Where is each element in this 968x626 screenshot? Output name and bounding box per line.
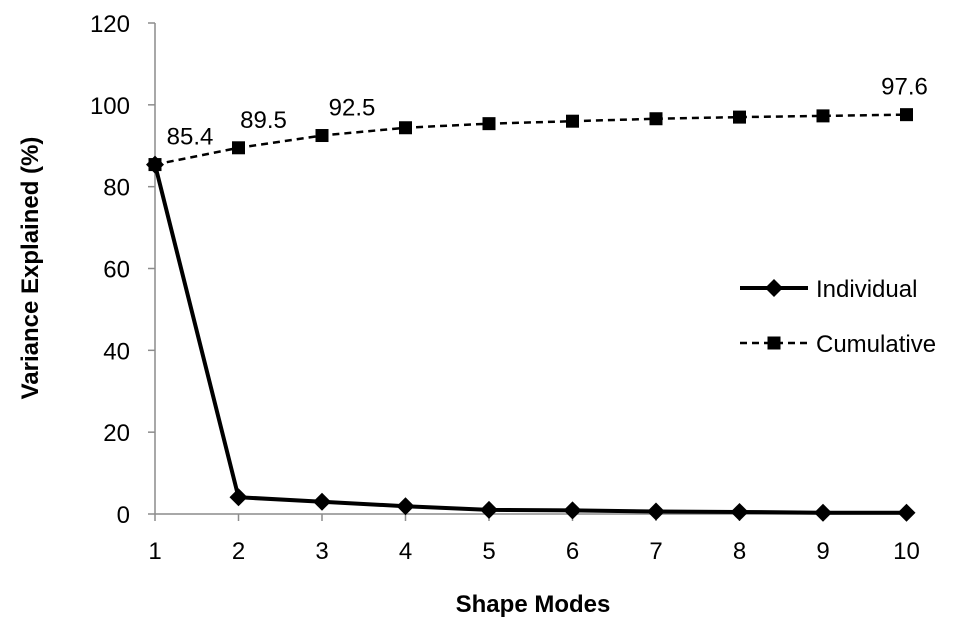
data-label: 85.4 <box>167 124 214 151</box>
x-tick-label: 2 <box>232 538 245 565</box>
data-point-individual <box>229 488 248 507</box>
data-point-individual <box>730 502 749 521</box>
x-tick-label: 6 <box>566 538 579 565</box>
y-tick-label: 20 <box>103 420 130 447</box>
legend: Individual Cumulative <box>740 276 936 358</box>
data-point-cumulative <box>232 141 245 155</box>
x-tick-label: 8 <box>733 538 746 565</box>
legend-item-individual: Individual <box>740 276 917 303</box>
data-point-individual <box>563 501 582 520</box>
data-point-individual <box>480 500 498 519</box>
data-point-cumulative <box>649 112 663 126</box>
series-individual <box>146 155 916 522</box>
data-point-individual <box>897 503 916 522</box>
x-tick-label: 7 <box>649 538 662 565</box>
data-point-cumulative <box>733 110 746 124</box>
legend-item-cumulative: Cumulative <box>740 331 936 358</box>
series-layer <box>146 108 916 522</box>
series-cumulative <box>148 108 913 172</box>
x-axis-title: Shape Modes <box>456 591 611 618</box>
y-tick-label: 40 <box>103 338 130 365</box>
y-tick-label: 0 <box>117 502 130 529</box>
y-tick-label: 120 <box>90 11 130 38</box>
y-tick-label: 100 <box>90 93 130 120</box>
data-labels: 85.4 89.5 92.5 97.6 <box>167 74 928 151</box>
x-tick-label: 3 <box>315 538 328 565</box>
x-tick-label: 4 <box>399 538 412 565</box>
x-tick-label: 5 <box>482 538 495 565</box>
data-point-individual <box>647 502 665 521</box>
legend-marker-cumulative <box>767 336 781 350</box>
series-line-individual <box>153 164 907 515</box>
data-point-individual <box>814 503 832 522</box>
data-point-cumulative <box>399 121 412 135</box>
legend-marker-individual <box>765 279 783 297</box>
data-point-cumulative <box>315 129 329 143</box>
y-tick-label: 80 <box>103 175 130 202</box>
y-tick-label: 60 <box>103 257 130 284</box>
data-label: 92.5 <box>329 95 376 122</box>
data-point-individual <box>396 497 415 516</box>
y-axis-title: Variance Explained (%) <box>17 137 44 400</box>
series-line-cumulative <box>154 113 907 166</box>
data-point-cumulative <box>816 109 830 123</box>
x-tick-label: 9 <box>816 538 829 565</box>
data-point-cumulative <box>900 108 913 122</box>
data-point-cumulative <box>566 114 579 128</box>
axes: 0 20 40 60 80 100 120 1 2 3 4 5 6 7 8 9 10 <box>90 11 920 565</box>
data-point-individual <box>146 155 164 174</box>
x-tick-label: 1 <box>148 538 161 565</box>
data-label: 89.5 <box>240 107 287 134</box>
data-point-cumulative <box>482 117 496 131</box>
x-tick-label: 10 <box>893 538 920 565</box>
legend-label-cumulative: Cumulative <box>816 331 936 358</box>
data-label: 97.6 <box>881 74 928 101</box>
legend-label-individual: Individual <box>816 276 917 303</box>
data-point-individual <box>313 492 331 511</box>
